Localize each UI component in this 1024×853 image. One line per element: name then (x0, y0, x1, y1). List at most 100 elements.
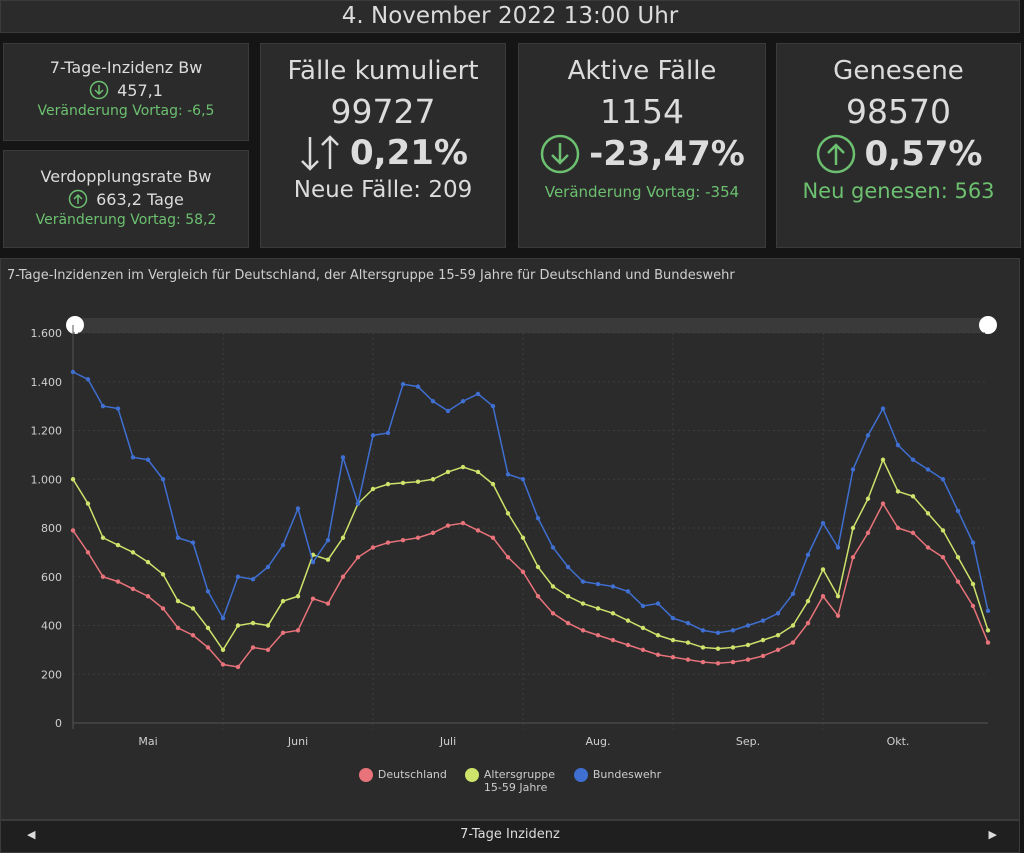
point (250, 645, 256, 650)
card-title: Verdopplungsrate Bw (40, 167, 212, 186)
point (130, 455, 136, 460)
legend-item[interactable]: Altersgruppe 15-59 Jahre (464, 768, 556, 794)
legend-label: Altersgruppe 15-59 Jahre (483, 768, 556, 794)
card-value: 98570 (846, 92, 951, 131)
point (730, 645, 736, 650)
legend: Deutschland Altersgruppe 15-59 Jahre Bunde… (0, 768, 1020, 794)
point (430, 399, 436, 404)
point (640, 603, 646, 609)
point (520, 477, 526, 482)
header: 4. November 2022 13:00 Uhr (0, 0, 1020, 33)
card-value: 99727 (330, 92, 436, 131)
point (310, 559, 316, 565)
point (535, 594, 541, 599)
point (760, 637, 766, 643)
card-detail: Neu genesen: 563 (802, 179, 995, 203)
point (625, 642, 631, 648)
point (325, 537, 331, 543)
point (925, 467, 931, 472)
point (565, 594, 571, 599)
point (805, 620, 811, 626)
range-slider[interactable] (73, 318, 988, 333)
point (745, 623, 751, 628)
x-tick-label: Aug. (586, 735, 611, 748)
legend-swatch (358, 768, 373, 782)
y-tick-label: 200 (41, 668, 62, 681)
point (925, 511, 931, 516)
line (72, 371, 989, 634)
legend-item[interactable]: Bundeswehr (573, 768, 661, 794)
point (940, 528, 946, 533)
point (745, 642, 751, 648)
point (580, 601, 586, 606)
point (235, 664, 241, 670)
point (865, 530, 871, 536)
point (790, 623, 796, 628)
point (220, 647, 226, 653)
point (910, 530, 916, 536)
point (550, 611, 556, 616)
point (415, 479, 421, 484)
point (865, 496, 871, 501)
point (790, 591, 796, 597)
card-value: 663,2 Tage (96, 189, 184, 209)
point (505, 472, 511, 477)
slider-handle[interactable] (66, 316, 84, 334)
point (880, 501, 886, 506)
card-percent: 0,57% (864, 134, 983, 174)
line (72, 502, 989, 668)
point (100, 574, 106, 579)
point (85, 501, 91, 506)
slider-handle[interactable] (979, 316, 997, 334)
card-value: 457,1 (117, 80, 163, 100)
point (205, 625, 211, 631)
arrows-icon (301, 135, 339, 171)
point (250, 620, 256, 626)
point (550, 545, 556, 550)
point (805, 552, 811, 558)
point (895, 525, 901, 531)
point (295, 628, 301, 633)
next-button[interactable]: ▶ (988, 828, 997, 841)
arrow-up-icon (68, 189, 88, 209)
point (850, 525, 856, 531)
point (895, 442, 901, 448)
point (655, 652, 661, 657)
point (205, 589, 211, 594)
chart-title: 7-Tage-Inzidenzen im Vergleich für Deuts… (7, 268, 735, 283)
point (340, 535, 346, 540)
point (985, 628, 991, 633)
point (820, 594, 826, 599)
line (72, 457, 989, 652)
point (775, 611, 781, 616)
point (295, 594, 301, 599)
point (385, 430, 391, 436)
point (385, 481, 391, 487)
prev-button[interactable]: ◀ (27, 828, 36, 841)
y-tick-label: 1.000 (31, 473, 63, 486)
point (280, 542, 286, 548)
point (145, 594, 151, 599)
point (430, 477, 436, 482)
point (400, 480, 406, 486)
point (985, 608, 991, 614)
legend-swatch (464, 768, 479, 782)
point (190, 633, 196, 638)
card-detail: Neue Fälle: 209 (293, 177, 473, 203)
point (820, 567, 826, 572)
point (685, 620, 691, 626)
point (955, 555, 961, 560)
point (955, 508, 961, 514)
point (610, 611, 616, 616)
point (850, 467, 856, 472)
chart: 0 200 400 600 800 1.000 1.200 1.400 1.600 Mai Juni… (31, 316, 997, 748)
card-percent: 0,21% (350, 133, 468, 173)
legend-item[interactable]: Deutschland (358, 768, 447, 794)
point (700, 628, 706, 633)
point (865, 433, 871, 438)
point (610, 637, 616, 643)
point (115, 406, 121, 411)
point (70, 477, 76, 482)
point (550, 584, 556, 589)
